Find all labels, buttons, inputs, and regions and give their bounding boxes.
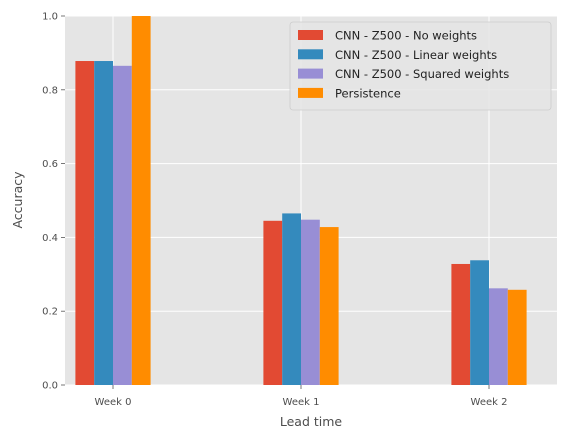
legend-swatch bbox=[298, 30, 323, 40]
bar bbox=[282, 213, 301, 385]
y-tick-label: 0.6 bbox=[42, 159, 58, 170]
bar bbox=[263, 220, 283, 385]
legend: CNN - Z500 - No weights CNN - Z500 - Line… bbox=[289, 21, 552, 111]
x-axis-label: Lead time bbox=[280, 414, 343, 429]
legend-box bbox=[289, 21, 552, 111]
bar bbox=[451, 263, 471, 385]
y-tick-label: 0.0 bbox=[42, 381, 58, 392]
legend-swatch bbox=[298, 49, 323, 60]
bar bbox=[470, 260, 489, 385]
y-axis-label: Accuracy bbox=[10, 171, 25, 229]
legend-label: CNN - Z500 - Squared weights bbox=[335, 67, 509, 81]
y-tick-label: 0.8 bbox=[42, 85, 58, 96]
bar bbox=[75, 61, 95, 385]
legend-swatch bbox=[298, 87, 323, 98]
legend-label: CNN - Z500 - Linear weights bbox=[335, 48, 497, 62]
bar bbox=[489, 288, 508, 385]
x-axis-ticks: Week 0 Week 1 Week 2 bbox=[95, 385, 508, 408]
bar bbox=[301, 219, 320, 385]
x-tick-label: Week 1 bbox=[283, 397, 320, 408]
legend-label: CNN - Z500 - No weights bbox=[335, 29, 477, 43]
bar bbox=[131, 16, 151, 385]
bar bbox=[319, 227, 339, 385]
y-tick-label: 1.0 bbox=[42, 12, 58, 23]
bar bbox=[94, 61, 113, 385]
bars-group bbox=[75, 16, 527, 385]
y-tick-label: 0.2 bbox=[42, 307, 58, 318]
bar bbox=[507, 289, 527, 385]
y-axis-ticks: 0.0 0.2 0.4 0.6 0.8 1.0 bbox=[42, 12, 65, 392]
x-tick-label: Week 0 bbox=[95, 397, 132, 408]
legend-swatch bbox=[298, 68, 323, 79]
legend-label: Persistence bbox=[335, 86, 401, 100]
y-tick-label: 0.4 bbox=[42, 233, 58, 244]
x-tick-label: Week 2 bbox=[471, 397, 508, 408]
bar bbox=[113, 65, 132, 385]
